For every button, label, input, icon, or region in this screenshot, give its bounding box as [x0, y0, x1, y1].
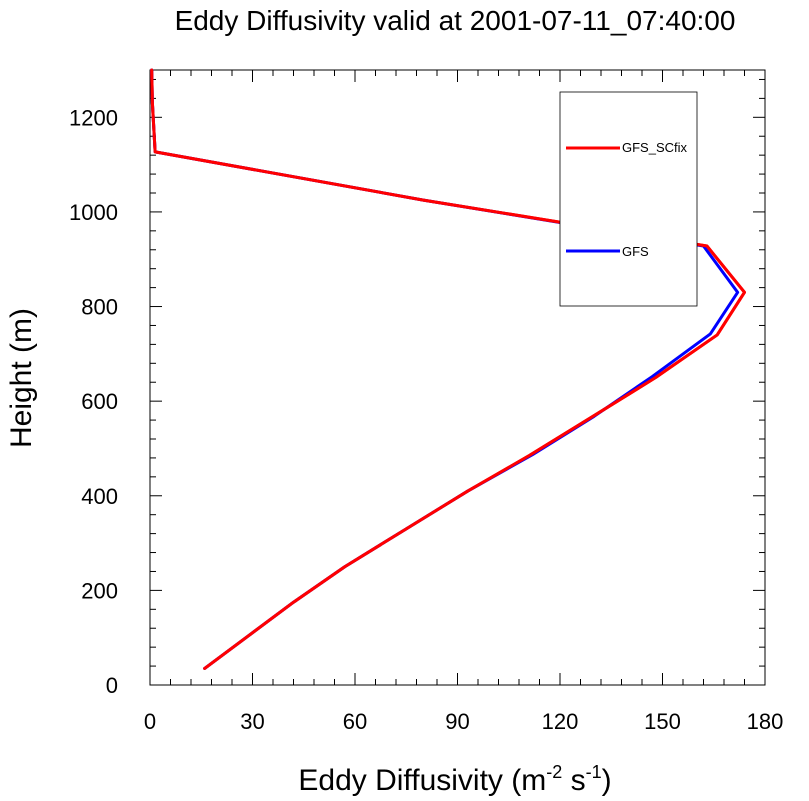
x-tick-label: 0	[144, 709, 156, 734]
legend: GFS_SCfix GFS	[559, 91, 698, 307]
y-tick-label: 600	[81, 389, 118, 414]
x-tick-label: 90	[445, 709, 469, 734]
series-lines	[150, 68, 746, 670]
chart-title: Eddy Diffusivity valid at 2001-07-11_07:…	[175, 5, 736, 36]
y-tick-label: 1200	[69, 105, 118, 130]
x-tick-label: 30	[240, 709, 264, 734]
y-tick-label: 800	[81, 295, 118, 320]
legend-label-gfs-scfix: GFS_SCfix	[622, 140, 688, 155]
x-tick-label: 150	[644, 709, 681, 734]
x-tick-label: 180	[747, 709, 784, 734]
legend-box	[559, 91, 698, 307]
x-axis-title: Eddy Diffusivity (m-2 s-1)	[298, 762, 611, 797]
series-line-gfs-scfix-overlay	[150, 68, 746, 670]
y-tick-label: 200	[81, 578, 118, 603]
axis-ticks: 0 30 60 90 120 150 180 0 200 400 600 800 1000 1200	[69, 70, 783, 734]
x-tick-label: 60	[343, 709, 367, 734]
y-tick-label: 400	[81, 484, 118, 509]
y-tick-label: 0	[106, 673, 118, 698]
x-tick-label: 120	[542, 709, 579, 734]
y-tick-label: 1000	[69, 200, 118, 225]
legend-label-gfs: GFS	[622, 244, 649, 259]
y-axis-title: Height (m)	[5, 308, 38, 448]
